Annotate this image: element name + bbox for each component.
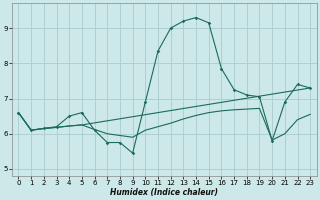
X-axis label: Humidex (Indice chaleur): Humidex (Indice chaleur) (110, 188, 218, 197)
